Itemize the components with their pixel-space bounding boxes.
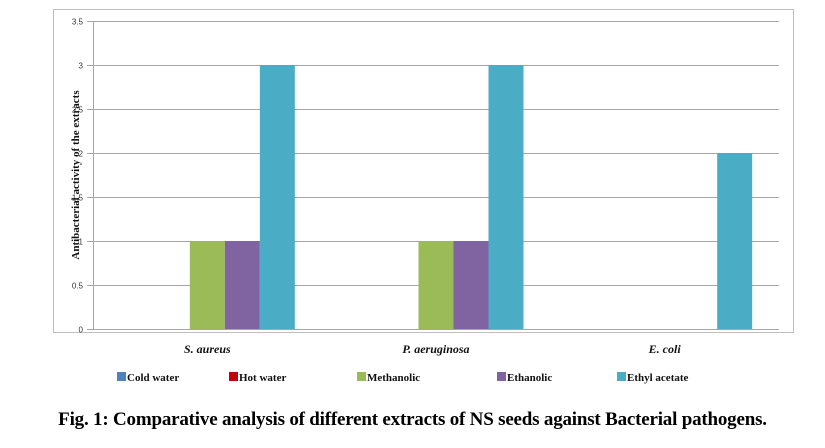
y-tick-label: 2.5 (72, 106, 84, 115)
legend-label: Cold water (127, 372, 179, 384)
figure-caption: Fig. 1: Comparative analysis of differen… (58, 409, 767, 430)
legend-label: Ethyl acetate (627, 372, 689, 384)
bar-chart: 0 0.5 1 1.5 2 2.5 3 3.5 S. aureus P. aeruginosa E… (53, 9, 794, 384)
legend-swatch (497, 372, 506, 381)
y-tick-label: 1.5 (72, 194, 84, 203)
bar-methanolic (418, 241, 454, 329)
bar-ethanolic (224, 241, 260, 329)
bar-methanolic (189, 241, 225, 329)
bars (189, 65, 753, 329)
legend-swatch (117, 372, 126, 381)
bar-ethyl-acetate (488, 65, 524, 329)
y-tick-label: 0.5 (72, 282, 84, 291)
bar-ethyl-acetate (717, 153, 753, 329)
legend-label: Ethanolic (507, 372, 552, 384)
legend: Cold water Hot water Methanolic Ethanolic Et… (117, 372, 689, 384)
legend-label: Methanolic (367, 372, 420, 384)
x-axis-categories: S. aureus P. aeruginosa E. coli (184, 342, 681, 356)
y-tick-label: 3 (79, 62, 84, 71)
x-category-label: P. aeruginosa (402, 342, 469, 356)
legend-swatch (357, 372, 366, 381)
bar-ethyl-acetate (259, 65, 295, 329)
y-axis-label: Antibacterial activity of the extracts (70, 90, 82, 260)
y-axis-ticks: 0 0.5 1 1.5 2 2.5 3 3.5 (72, 18, 84, 335)
x-category-label: E. coli (648, 342, 682, 356)
x-category-label: S. aureus (184, 342, 231, 356)
y-tick-label: 3.5 (72, 18, 84, 27)
y-tick-label: 1 (79, 238, 84, 247)
legend-label: Hot water (239, 372, 286, 384)
y-tick-label: 2 (79, 150, 84, 159)
y-tick-label: 0 (79, 326, 84, 335)
legend-swatch (617, 372, 626, 381)
legend-swatch (229, 372, 238, 381)
bar-ethanolic (453, 241, 489, 329)
